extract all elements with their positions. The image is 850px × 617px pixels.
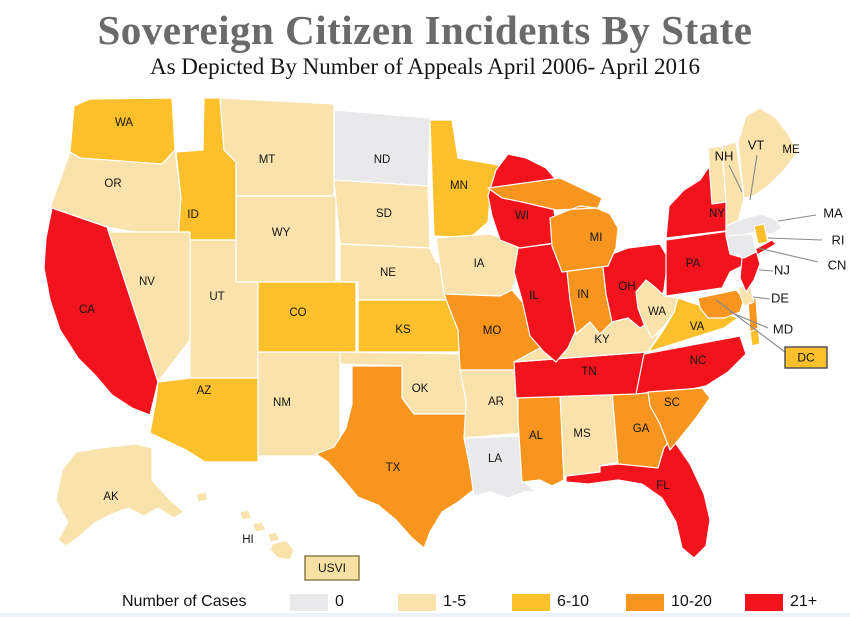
- state-label-ny: NY: [709, 208, 725, 220]
- callout-label-md: MD: [773, 321, 793, 336]
- state-sc: [647, 387, 711, 451]
- state-mt: [219, 97, 335, 197]
- state-mi: [487, 177, 619, 273]
- state-label-id: ID: [187, 209, 199, 221]
- legend-label-0: 0: [335, 593, 344, 610]
- state-label-mi: MI: [590, 232, 603, 244]
- legend-swatch-4: [745, 594, 783, 611]
- callout-label-ri: RI: [832, 232, 845, 247]
- callout-line-ri: [767, 237, 823, 241]
- callout-label-ma: MA: [823, 205, 843, 220]
- state-label-pa: PA: [686, 258, 701, 270]
- state-tx: [315, 365, 485, 549]
- state-nd: [333, 109, 431, 187]
- page-title: Sovereign Citizen Incidents By State: [97, 7, 753, 53]
- state-label-wi: WI: [515, 210, 529, 222]
- state-label-ky: KY: [594, 334, 610, 346]
- bottom-edge-tint: [0, 613, 850, 617]
- state-label-mn: MN: [450, 180, 468, 192]
- state-label-la: LA: [488, 453, 502, 465]
- legend-swatch-2: [512, 594, 550, 611]
- state-label-wa: WA: [115, 117, 133, 129]
- usvi-box: [304, 555, 360, 581]
- state-label-ut: UT: [209, 291, 224, 303]
- state-label-az: AZ: [197, 385, 212, 397]
- state-wa: [69, 97, 176, 165]
- state-label-ga: GA: [633, 423, 650, 435]
- callout-label-cn: CN: [828, 257, 847, 272]
- state-label-sd: SD: [376, 208, 392, 220]
- legend-label-1: 1-5: [443, 593, 467, 610]
- state-label-nd: ND: [374, 154, 391, 166]
- legend-swatch-0: [290, 594, 328, 611]
- callout-line-vt: [749, 154, 758, 201]
- state-label-tx: TX: [386, 462, 401, 474]
- state-label-nv: NV: [139, 276, 155, 288]
- state-label-nc: NC: [690, 355, 707, 367]
- legend: Number of Cases 0 1-5 6-10 10-20 21+: [0, 592, 850, 614]
- state-label-al-shape: MS: [573, 428, 591, 440]
- state-hi: [195, 491, 295, 561]
- legend-label-3: 10-20: [671, 593, 712, 610]
- callout-line-dc: [715, 299, 786, 353]
- callout-label-nj: NJ: [774, 262, 790, 277]
- state-label-ms-shape: AL: [529, 430, 544, 442]
- callout-label-nh: NH: [715, 148, 734, 163]
- callout-line-de: [752, 296, 771, 300]
- state-label-hi: HI: [242, 534, 254, 546]
- state-label-or: OR: [104, 178, 121, 190]
- state-label-me: ME: [782, 144, 800, 156]
- state-label-ne: NE: [380, 267, 396, 279]
- state-label-ia: IA: [474, 258, 485, 270]
- state-label-oh: OH: [618, 281, 635, 293]
- state-label-in: IN: [577, 289, 589, 301]
- state-label-co: CO: [289, 307, 306, 319]
- state-co: [257, 281, 357, 353]
- dc-box-label: DC: [797, 351, 815, 365]
- dc-box: [784, 346, 828, 369]
- state-label-nm: NM: [273, 397, 291, 409]
- state-label-wv: WA: [648, 306, 666, 318]
- state-label-wy: WY: [272, 227, 291, 239]
- usvi-box-label: USVI: [318, 561, 346, 575]
- state-ri: [753, 223, 769, 245]
- callout-line-cn: [757, 247, 819, 263]
- state-label-ak: AK: [103, 491, 119, 503]
- state-fl: [565, 437, 711, 559]
- state-nc: [635, 335, 747, 395]
- callout-label-de: DE: [771, 290, 789, 305]
- state-label-ca: CA: [79, 304, 95, 316]
- callout-line-nj: [758, 269, 774, 272]
- state-label-tn: TN: [581, 366, 596, 378]
- state-ak: [55, 443, 185, 547]
- callout-line-nh: [728, 164, 743, 193]
- callout-label-vt: VT: [748, 137, 765, 152]
- state-label-ks: KS: [395, 324, 411, 336]
- legend-label-2: 6-10: [557, 593, 590, 610]
- state-label-mt: MT: [259, 154, 276, 166]
- state-label-il: IL: [529, 290, 539, 302]
- state-label-sc: SC: [664, 397, 680, 409]
- legend-title: Number of Cases: [122, 593, 247, 610]
- state-label-ok: OK: [412, 383, 429, 395]
- state-label-va: VA: [690, 321, 705, 333]
- us-map-svg: WA OR ID MT WY UT NV CA AZ NM CO ND SD NE KS OK TX MN IA MO…: [43, 97, 847, 581]
- legend-swatch-3: [626, 594, 664, 611]
- legend-label-4: 21+: [790, 593, 818, 610]
- state-ct: [725, 233, 757, 259]
- legend-swatch-1: [398, 594, 436, 611]
- state-nm: [257, 351, 341, 457]
- state-label-fl: FL: [656, 480, 670, 492]
- callout-line-ma: [777, 214, 817, 222]
- state-label-mo: MO: [483, 325, 502, 337]
- us-choropleth-map: WA OR ID MT WY UT NV CA AZ NM CO ND SD NE KS OK TX MN IA MO…: [43, 97, 847, 581]
- page-subtitle: As Depicted By Number of Appeals April 2…: [149, 54, 700, 79]
- state-label-ar: AR: [488, 396, 504, 408]
